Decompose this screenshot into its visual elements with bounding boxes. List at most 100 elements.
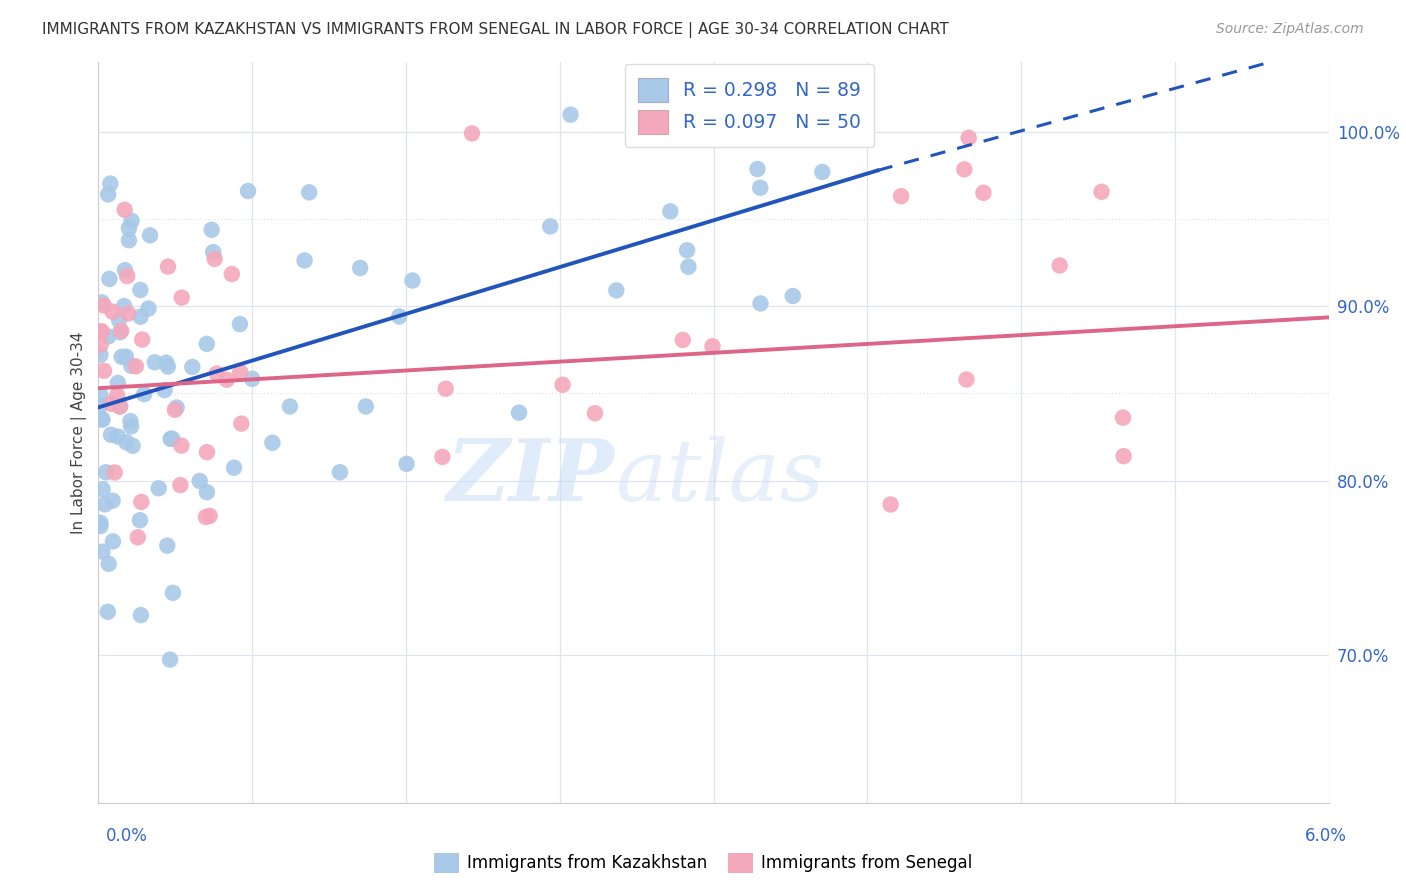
Point [115,350,138,364]
Point [672,333,695,347]
Point [401,273,423,287]
Point [205,367,228,381]
Point [236,184,259,198]
Point [121,214,143,228]
Point [432,450,454,464]
Point [91,412,114,426]
Point [129,513,152,527]
Point [125,359,148,374]
Point [747,161,769,176]
Point [89,388,111,402]
Point [170,439,193,453]
Text: 6.0%: 6.0% [1305,827,1347,845]
Point [107,429,129,443]
Point [115,435,138,450]
Point [294,253,316,268]
Point [100,427,122,442]
Point [434,382,457,396]
Point [605,284,627,298]
Point [148,481,170,495]
Point [127,530,149,544]
Point [782,289,804,303]
Point [93,298,115,312]
Point [508,406,530,420]
Point [955,372,977,386]
Point [162,432,184,446]
Point [163,403,186,417]
Point [181,359,204,374]
Point [195,337,218,351]
Point [117,268,139,283]
Point [89,519,111,533]
Point [129,608,152,623]
Point [90,295,112,310]
Point [838,127,860,141]
Legend: Immigrants from Kazakhstan, Immigrants from Senegal: Immigrants from Kazakhstan, Immigrants f… [427,847,979,880]
Point [159,652,181,666]
Point [105,388,128,402]
Point [156,539,179,553]
Point [202,245,225,260]
Point [221,267,243,281]
Point [134,387,156,401]
Point [953,162,976,177]
Point [166,401,188,415]
Point [97,605,120,619]
Point [631,120,654,134]
Text: ZIP: ZIP [447,435,616,519]
Point [583,406,606,420]
Point [101,534,124,549]
Point [139,228,162,243]
Point [957,130,980,145]
Point [108,313,131,327]
Point [195,485,218,500]
Point [98,177,121,191]
Point [215,373,238,387]
Point [118,221,141,235]
Point [107,376,129,390]
Text: Source: ZipAtlas.com: Source: ZipAtlas.com [1216,22,1364,37]
Point [201,223,224,237]
Point [354,400,377,414]
Point [222,460,245,475]
Point [349,260,371,275]
Point [538,219,561,234]
Point [101,493,124,508]
Point [204,252,226,266]
Point [972,186,994,200]
Point [131,495,153,509]
Point [298,186,321,200]
Point [98,272,121,286]
Point [811,165,834,179]
Text: 0.0%: 0.0% [105,827,148,845]
Point [169,478,191,492]
Point [91,544,114,558]
Point [94,497,117,511]
Point [1049,259,1071,273]
Point [162,586,184,600]
Point [329,465,352,479]
Point [91,482,114,496]
Point [388,310,411,324]
Y-axis label: In Labor Force | Age 30-34: In Labor Force | Age 30-34 [72,331,87,534]
Point [879,498,901,512]
Point [93,364,115,378]
Point [117,306,139,320]
Point [262,435,284,450]
Point [114,263,136,277]
Point [89,399,111,413]
Point [90,412,112,426]
Point [108,399,131,413]
Legend: R = 0.298   N = 89, R = 0.097   N = 50: R = 0.298 N = 89, R = 0.097 N = 50 [624,64,873,147]
Point [112,299,135,313]
Point [120,414,142,428]
Point [121,439,143,453]
Point [153,383,176,397]
Point [129,310,152,324]
Point [156,359,179,374]
Point [129,283,152,297]
Point [170,291,193,305]
Point [138,301,160,316]
Point [1112,449,1135,463]
Point [1112,410,1135,425]
